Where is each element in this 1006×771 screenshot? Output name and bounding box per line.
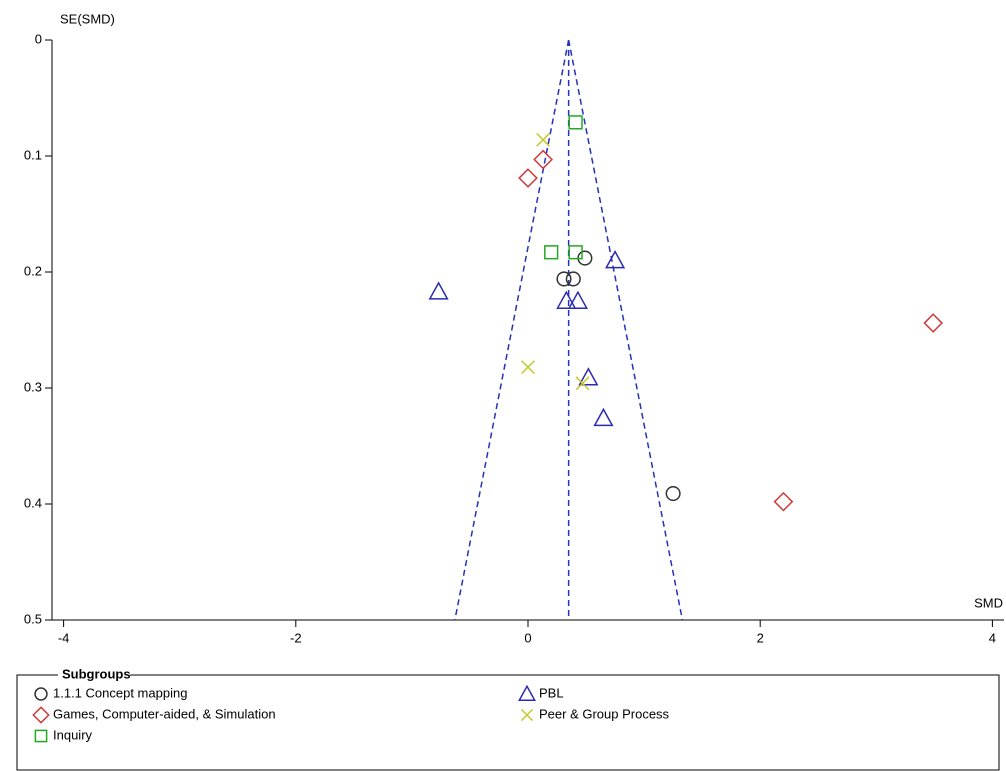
data-point <box>565 271 581 287</box>
legend-label: Peer & Group Process <box>539 706 670 721</box>
y-tick-label: 0 <box>35 31 42 46</box>
legend-marker <box>34 729 48 743</box>
x-tick-label: 4 <box>989 630 996 645</box>
y-tick-label: 0.4 <box>24 495 42 510</box>
legend-marker <box>32 706 50 724</box>
y-tick-label: 0.5 <box>24 611 42 626</box>
x-tick-label: -4 <box>58 630 70 645</box>
legend-label: Games, Computer-aided, & Simulation <box>53 706 276 721</box>
data-point <box>578 367 599 386</box>
data-point <box>521 360 535 375</box>
legend-box <box>16 674 1000 771</box>
x-tick-label: 2 <box>757 630 764 645</box>
data-point <box>773 491 794 512</box>
legend-title: Subgroups <box>62 666 131 681</box>
data-point <box>518 168 538 188</box>
funnel-line <box>567 39 684 621</box>
legend-label: Inquiry <box>53 727 93 742</box>
legend-label: 1.1.1 Concept mapping <box>53 685 187 700</box>
legend-label: PBL <box>539 685 564 700</box>
legend-marker <box>34 687 48 701</box>
data-point <box>593 407 614 427</box>
data-point <box>556 271 572 287</box>
x-tick-label: 0 <box>524 630 531 645</box>
data-point <box>556 290 577 309</box>
data-point <box>568 115 583 130</box>
y-tick-label: 0.3 <box>24 379 42 394</box>
x-axis-label: SMD <box>974 595 1003 610</box>
data-point <box>567 290 588 309</box>
legend-marker <box>518 684 536 702</box>
data-point <box>605 250 626 269</box>
legend-marker <box>520 708 534 722</box>
y-tick-label: 0.1 <box>24 147 42 162</box>
data-point <box>575 376 590 391</box>
y-tick-label: 0.2 <box>24 263 42 278</box>
x-tick-label: -2 <box>290 630 302 645</box>
data-point <box>544 245 559 260</box>
data-point <box>533 149 553 170</box>
y-axis-label: SE(SMD) <box>60 11 115 26</box>
data-point <box>428 281 449 300</box>
data-point <box>568 245 583 260</box>
data-point <box>923 313 944 333</box>
data-point <box>536 132 551 147</box>
legend-title-bg <box>58 667 130 683</box>
data-point <box>665 486 681 502</box>
funnel-line <box>454 39 570 621</box>
